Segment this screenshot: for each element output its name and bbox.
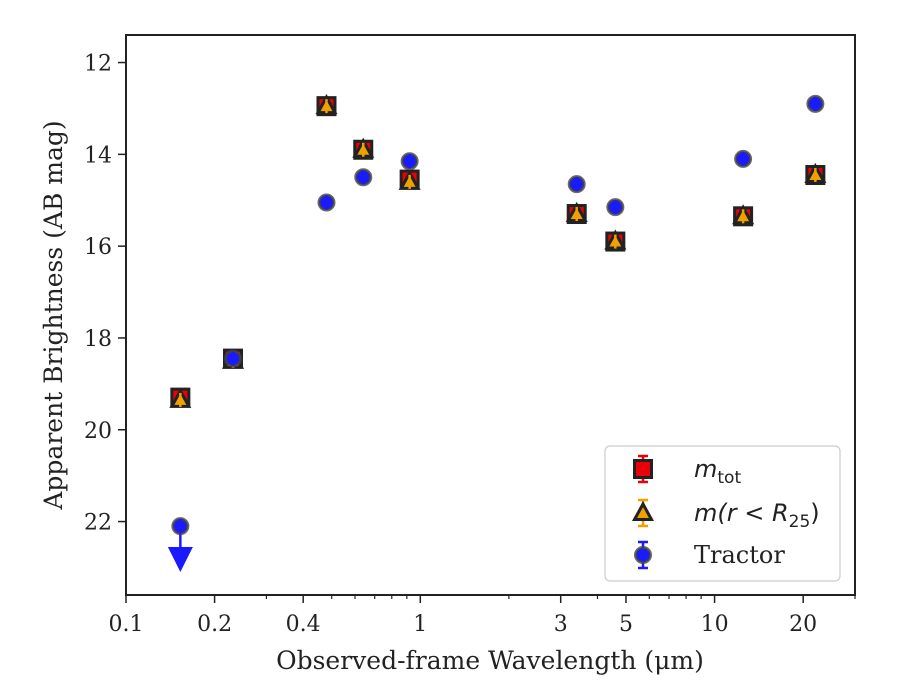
x-tick-label: 10	[701, 612, 729, 637]
legend-label: Tractor	[694, 541, 785, 569]
y-tick-label: 18	[84, 327, 112, 352]
marks-layer	[167, 94, 827, 572]
y-tick-label: 14	[84, 143, 112, 168]
y-tick-label: 12	[84, 52, 112, 77]
y-tick-label: 22	[84, 511, 112, 536]
x-tick-label: 5	[619, 612, 633, 637]
x-tick-label: 1	[413, 612, 427, 637]
legend-label: mtot	[694, 455, 741, 488]
legend: mtot m(r < R25) Tractor	[604, 445, 841, 582]
series-circle	[167, 94, 825, 572]
plot-frame	[125, 34, 856, 596]
x-tick-label: 0.1	[109, 612, 144, 637]
x-tick-label: 3	[554, 612, 568, 637]
legend-frame	[604, 445, 841, 582]
ticks-layer: 0.1 0.2 0.4 1 3 5 10 20 12 14 16 18 20 22	[84, 52, 856, 637]
legend-label: m(r < R25)	[694, 499, 820, 532]
x-tick-label: 0.2	[197, 612, 232, 637]
y-axis-label: Apparent Brightness (AB mag)	[39, 120, 68, 510]
series-triangle	[169, 94, 827, 408]
x-tick-label: 0.4	[286, 612, 321, 637]
legend-marker	[634, 546, 652, 564]
y-tick-label: 20	[84, 419, 112, 444]
series-square	[170, 96, 826, 408]
legend-marker	[633, 459, 653, 479]
y-tick-label: 16	[84, 235, 112, 260]
legend-marker	[631, 500, 655, 521]
x-axis-label: Observed-frame Wavelength (μm)	[276, 646, 704, 675]
x-tick-label: 20	[789, 612, 817, 637]
